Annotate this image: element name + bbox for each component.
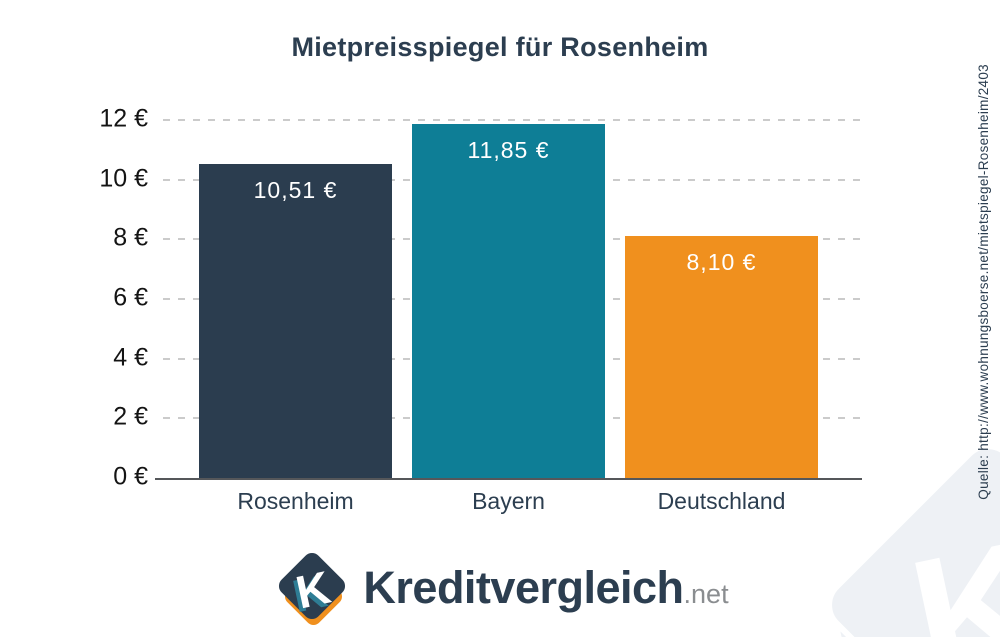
svg-text:K: K bbox=[896, 504, 1000, 637]
x-axis-labels: Rosenheim Bayern Deutschland bbox=[199, 488, 818, 515]
y-axis-tick-label: 2 € bbox=[113, 402, 148, 431]
brand-name: Kreditvergleich bbox=[363, 562, 684, 613]
y-axis-tick-label: 12 € bbox=[99, 104, 148, 133]
bar-deutschland: 8,10 € bbox=[625, 236, 818, 478]
y-axis-tick-label: 4 € bbox=[113, 343, 148, 372]
x-axis-label-rosenheim: Rosenheim bbox=[237, 488, 354, 514]
bar-chart: 12 € 10 € 8 € 6 € 4 € 2 € 0 € bbox=[0, 104, 862, 514]
brand-logo: K K Kreditvergleich .net bbox=[0, 548, 1000, 628]
gridline bbox=[163, 119, 862, 121]
x-axis-label-deutschland: Deutschland bbox=[657, 488, 786, 514]
brand-tld: .net bbox=[683, 579, 729, 609]
x-axis-label-bayern: Bayern bbox=[472, 488, 545, 514]
bar-value-label: 10,51 € bbox=[253, 177, 338, 204]
chart-title: Mietpreisspiegel für Rosenheim bbox=[291, 32, 709, 62]
y-axis-tick-label: 10 € bbox=[99, 164, 148, 193]
bar-value-label: 8,10 € bbox=[686, 249, 757, 276]
x-axis-line bbox=[155, 478, 862, 480]
source-note: Quelle: http://www.wohnungsboerse.net/mi… bbox=[975, 64, 991, 500]
bar-group: 10,51 € 11,85 € 8,10 € bbox=[199, 120, 818, 478]
brand-wordmark: Kreditvergleich .net bbox=[363, 562, 728, 614]
kreditvergleich-k-diamond-icon: K K bbox=[279, 552, 346, 626]
y-axis-tick-label: 6 € bbox=[113, 283, 148, 312]
bar-value-label: 11,85 € bbox=[467, 137, 550, 164]
bar-rosenheim: 10,51 € bbox=[199, 164, 392, 478]
bar-bayern: 11,85 € bbox=[412, 124, 605, 478]
y-axis-tick-label: 0 € bbox=[113, 462, 148, 491]
watermark-k-icon: K bbox=[826, 443, 1000, 637]
y-axis-tick-label: 8 € bbox=[113, 223, 148, 252]
